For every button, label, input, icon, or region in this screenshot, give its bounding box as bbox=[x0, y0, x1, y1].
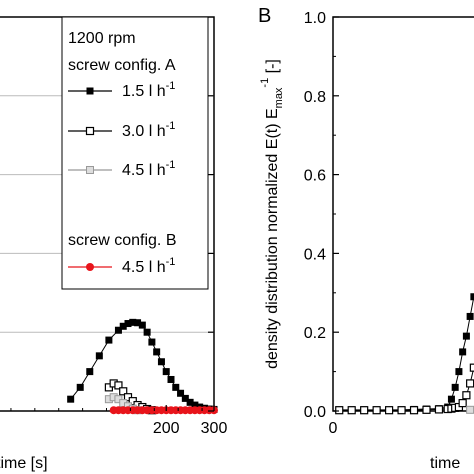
panel-a-data-point bbox=[119, 322, 127, 330]
legend-marker bbox=[85, 126, 95, 136]
panel-a-x-axis-label: time [s] bbox=[0, 455, 48, 472]
panel-a-data-point bbox=[86, 368, 94, 376]
panel-b-data-point bbox=[466, 312, 474, 320]
panel-a-x-tick-label: 200 bbox=[153, 420, 180, 437]
panel-a-data-point bbox=[76, 383, 84, 391]
panel-a-series-line bbox=[70, 321, 215, 410]
panel-a-data-point bbox=[67, 395, 75, 403]
panel-b-data-point bbox=[447, 395, 455, 403]
panel-b-data-point bbox=[397, 406, 406, 415]
legend-entry-label: 4.5 l h-1 bbox=[122, 256, 175, 276]
panel-b-data-point bbox=[434, 405, 444, 414]
legend-title-config-b: screw config. B bbox=[68, 232, 176, 249]
panel-b-data-point bbox=[459, 348, 467, 356]
panel-b-y-tick-label: 0.2 bbox=[304, 325, 326, 342]
panel-b-data-point bbox=[360, 406, 369, 415]
panel-b-data-point bbox=[372, 406, 381, 415]
panel-b-y-tick-label: 0.4 bbox=[304, 246, 326, 263]
panel-a-series bbox=[67, 318, 218, 415]
legend-title-config-a: screw config. A bbox=[68, 57, 176, 74]
legend-marker bbox=[86, 263, 94, 271]
panel-a-data-point bbox=[114, 326, 122, 334]
panel-a-data-point bbox=[129, 318, 137, 326]
panel-b-data-point bbox=[466, 405, 474, 414]
panel-a-data-point bbox=[186, 398, 194, 406]
panel-b-data-point bbox=[469, 363, 474, 372]
legend-box bbox=[61, 16, 209, 290]
panel-b-data-point bbox=[409, 406, 419, 415]
panel-a-data-point bbox=[181, 394, 189, 402]
panel-b-plot-frame bbox=[332, 16, 474, 412]
panel-b-data-point bbox=[462, 391, 471, 400]
panel-a-data-point bbox=[105, 336, 113, 344]
panel-a-data-point bbox=[191, 401, 199, 409]
legend-marker bbox=[86, 166, 94, 174]
panel-a-data-point bbox=[138, 321, 146, 329]
panel-a-data-point bbox=[157, 358, 165, 366]
panel-b-data-point bbox=[462, 332, 470, 340]
panel-b-series-line bbox=[339, 296, 474, 411]
panel-b-data-point bbox=[335, 406, 344, 415]
panel-a-data-point bbox=[153, 348, 161, 356]
panel-b-x-axis-label: time bbox=[430, 455, 460, 472]
panel-b-data-point bbox=[422, 405, 431, 414]
legend-entry-label: 1.5 l h-1 bbox=[122, 80, 175, 100]
panel-b-y-tick-label: 1.0 bbox=[304, 10, 326, 27]
panel-a-data-point bbox=[124, 320, 132, 328]
panel-a-x-tick-label: 300 bbox=[201, 420, 228, 437]
panel-a-data-point bbox=[162, 368, 170, 376]
panel-a-ticks: 200 300 bbox=[10, 95, 228, 437]
panel-a-data-point bbox=[177, 389, 185, 397]
panel-a: 200 300 time [s] 1200 rpm screw config. A… bbox=[0, 16, 228, 472]
panel-b-x-tick-label: 0 bbox=[329, 420, 338, 437]
panel-a-data-point bbox=[167, 375, 175, 383]
panel-b-data-point bbox=[466, 379, 474, 388]
panel-b-y-tick-label: 0.6 bbox=[304, 168, 326, 185]
legend-entry-label: 4.5 l h-1 bbox=[122, 159, 175, 179]
panel-b-label: B bbox=[258, 5, 271, 27]
panel-b-ticks: 0.0 0.2 0.4 0.6 0.8 1.0 0 bbox=[304, 10, 339, 437]
panel-b-data-point bbox=[458, 399, 467, 408]
panel-b-data-point bbox=[347, 406, 356, 415]
panel-a-data-point bbox=[114, 381, 123, 390]
panel-b-y-tick-label: 0.8 bbox=[304, 89, 326, 106]
panel-b-data-point bbox=[451, 383, 459, 391]
panel-a-data-point bbox=[119, 387, 128, 396]
legend-marker bbox=[86, 87, 94, 95]
panel-b-data-point bbox=[455, 368, 463, 376]
panel-b: B 0.0 0.2 0.4 0.6 0.8 1.0 0 time density distr… bbox=[258, 5, 474, 472]
panel-b-data-point bbox=[385, 406, 394, 415]
legend-entries: 1.5 l h-1 3.0 l h-1 4.5 l h-1 4.5 l h-1 bbox=[68, 80, 175, 276]
panel-a-data-point bbox=[143, 328, 151, 336]
legend-entry-label: 3.0 l h-1 bbox=[122, 120, 175, 140]
legend-title-speed: 1200 rpm bbox=[68, 30, 136, 47]
panel-a-data-point bbox=[148, 338, 156, 346]
panel-a-data-point bbox=[134, 319, 142, 327]
panel-b-data-point bbox=[470, 293, 474, 301]
panel-b-series bbox=[335, 293, 474, 415]
panel-a-data-point bbox=[95, 352, 103, 360]
panel-a-legend: 1200 rpm screw config. A screw config. B… bbox=[61, 16, 209, 290]
panel-b-y-axis-label: density distribution normalized E(t) Ema… bbox=[259, 59, 285, 369]
panel-a-data-point bbox=[172, 383, 180, 391]
panel-b-y-tick-label: 0.0 bbox=[304, 404, 326, 421]
